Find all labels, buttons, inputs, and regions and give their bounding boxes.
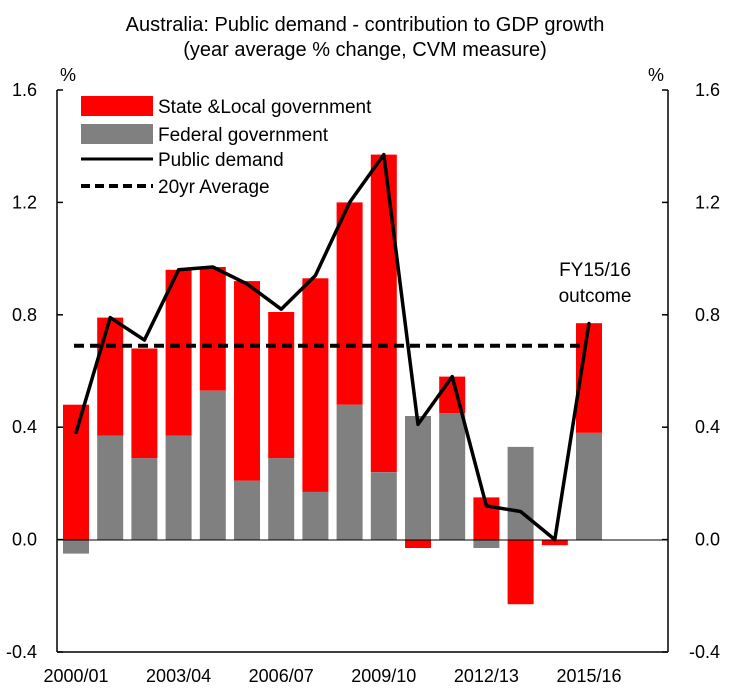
- public-demand-point-2011-12: [450, 375, 454, 379]
- bar-state-local-government-2005-06: [234, 281, 260, 481]
- bar-federal-government-2015-16: [576, 432, 602, 540]
- bar-state-local-government-2004-05: [199, 267, 226, 391]
- annotation-fy15-16: FY15/16: [559, 260, 631, 281]
- public-demand-point-2008-09: [348, 200, 352, 204]
- x-tick-label-2015-16: 2015/16: [556, 666, 621, 686]
- left-tick-label: 1.2: [12, 192, 37, 212]
- bar-federal-government-2012-13: [473, 539, 500, 548]
- public-demand-point-2003-04: [177, 268, 181, 272]
- bar-federal-government-2010-11: [405, 416, 431, 540]
- x-tick-label-2000-01: 2000/01: [43, 666, 108, 686]
- legend-label-state-local: State &Local government: [158, 97, 372, 118]
- right-tick-label: -0.4: [689, 642, 720, 662]
- chart-title: Australia: Public demand - contribution …: [126, 14, 605, 36]
- public-demand-point-2006-07: [279, 307, 283, 311]
- public-demand-point-2010-11: [416, 422, 420, 426]
- bar-state-local-government-2002-03: [131, 348, 158, 459]
- bar-federal-government-2006-07: [268, 458, 295, 540]
- left-tick-label: -0.4: [6, 642, 37, 662]
- legend-swatch-state-local: [81, 96, 153, 116]
- right-tick-label: 1.2: [695, 192, 720, 212]
- x-tick-label-2012-13: 2012/13: [454, 666, 519, 686]
- bar-federal-government-2011-12: [439, 413, 466, 540]
- right-tick-label: 0.4: [695, 417, 720, 437]
- bar-state-local-government-2013-14: [507, 539, 534, 605]
- bar-state-local-government-2014-15: [541, 539, 568, 546]
- left-tick-label: 0.4: [12, 417, 37, 437]
- bar-federal-government-2008-09: [336, 404, 363, 540]
- legend: State &Local government Federal governme…: [81, 96, 372, 198]
- bar-state-local-government-2001-02: [97, 317, 124, 436]
- ticks-layer: 1.6 1.6 1.2 1.2 0.8 0.8 0.4 0.4 0.0 0.0 -0.4 -0.4: [6, 80, 720, 662]
- bar-federal-government-2000-01: [63, 539, 89, 554]
- bar-state-local-government-2009-10: [370, 154, 397, 473]
- bar-state-local-government-2006-07: [268, 312, 295, 459]
- bars-layer: [63, 154, 602, 605]
- x-tick-label-2006-07: 2006/07: [249, 666, 314, 686]
- legend-label-20yr-average: 20yr Average: [158, 177, 270, 198]
- public-demand-point-2012-13: [484, 504, 488, 508]
- left-unit-label: %: [60, 65, 76, 85]
- left-tick-label: 0.8: [12, 305, 37, 325]
- right-tick-label: 0.0: [695, 530, 720, 550]
- public-demand-point-2013-14: [519, 510, 523, 513]
- legend-label-federal: Federal government: [158, 125, 329, 146]
- right-tick-label: 0.8: [695, 305, 720, 325]
- bar-federal-government-2013-14: [507, 446, 534, 540]
- public-demand-point-2009-10: [382, 153, 386, 157]
- left-tick-label: 1.6: [12, 80, 37, 100]
- public-demand-point-2000-01: [74, 431, 78, 435]
- chart-subtitle: (year average % change, CVM measure): [183, 39, 547, 61]
- legend-label-public-demand: Public demand: [158, 150, 284, 171]
- x-tick-label-2003-04: 2003/04: [146, 666, 211, 686]
- legend-swatch-federal: [81, 124, 153, 144]
- bar-state-local-government-2003-04: [165, 269, 192, 436]
- left-tick-label: 0.0: [12, 530, 37, 550]
- public-demand-point-2004-05: [211, 265, 215, 269]
- right-tick-label: 1.6: [695, 80, 720, 100]
- public-demand-point-2002-03: [142, 338, 146, 342]
- bar-federal-government-2003-04: [165, 435, 192, 540]
- bar-state-local-government-2007-08: [302, 278, 329, 492]
- annotation-outcome: outcome: [559, 286, 632, 307]
- bar-federal-government-2004-05: [199, 390, 226, 540]
- public-demand-point-2015-16: [587, 321, 591, 325]
- right-unit-label: %: [648, 65, 664, 85]
- bar-federal-government-2005-06: [234, 480, 260, 540]
- bar-federal-government-2001-02: [97, 435, 124, 540]
- bar-federal-government-2002-03: [131, 458, 158, 540]
- bar-federal-government-2007-08: [302, 491, 329, 540]
- public-demand-point-2001-02: [108, 316, 112, 320]
- x-tick-label-2009-10: 2009/10: [351, 666, 416, 686]
- bar-federal-government-2009-10: [370, 472, 397, 540]
- public-demand-line-layer: [74, 152, 591, 542]
- public-demand-point-2007-08: [313, 274, 317, 277]
- bar-state-local-government-2000-01: [63, 404, 89, 540]
- public-demand-point-2005-06: [245, 282, 249, 286]
- x-tick-labels: 2000/01 2003/04 2006/07 2009/10 2012/13 2015/…: [43, 666, 621, 686]
- bar-state-local-government-2010-11: [405, 539, 431, 548]
- bar-state-local-government-2008-09: [336, 202, 363, 405]
- public-demand-line: [74, 152, 591, 542]
